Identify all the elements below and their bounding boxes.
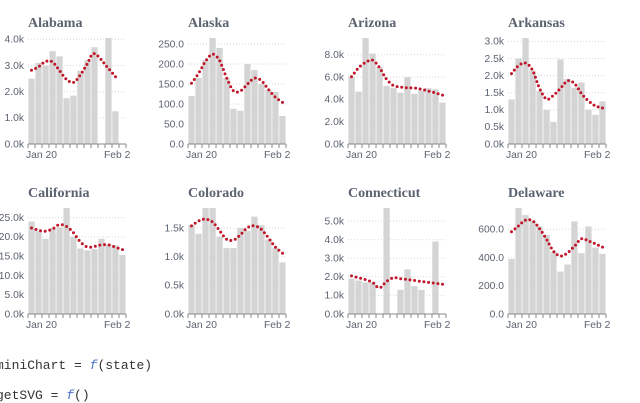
svg-text:150.0: 150.0 [158,79,184,90]
svg-text:0.0k: 0.0k [485,139,505,150]
svg-text:3.0k: 3.0k [5,61,25,72]
svg-text:50.0: 50.0 [164,119,184,130]
svg-text:10.0k: 10.0k [0,271,25,282]
svg-text:0.5k: 0.5k [485,122,505,133]
svg-text:1.0k: 1.0k [325,291,345,302]
svg-text:Jan 20: Jan 20 [346,150,377,161]
svg-text:0.0: 0.0 [490,309,505,320]
svg-text:5.0k: 5.0k [325,216,345,227]
svg-text:1.0k: 1.0k [5,113,25,124]
svg-text:Jan 20: Jan 20 [26,320,57,331]
svg-text:5.0k: 5.0k [5,290,25,301]
svg-text:200.0: 200.0 [478,281,504,292]
svg-text:3.0k: 3.0k [485,37,505,48]
svg-text:Jan 20: Jan 20 [346,320,377,331]
svg-text:2.0k: 2.0k [5,87,25,98]
svg-text:0.0k: 0.0k [5,139,25,150]
svg-text:8.0k: 8.0k [325,50,345,61]
svg-text:600.0: 600.0 [478,225,504,236]
svg-text:4.0k: 4.0k [5,35,25,46]
svg-text:Feb 2: Feb 2 [104,150,131,161]
svg-text:2.5k: 2.5k [485,54,505,65]
svg-text:100.0: 100.0 [158,99,184,110]
svg-text:Feb 2: Feb 2 [424,150,451,161]
svg-text:400.0: 400.0 [478,253,504,264]
svg-text:0.0k: 0.0k [5,309,25,320]
svg-text:0.0: 0.0 [170,139,185,150]
svg-text:1.5k: 1.5k [165,223,185,234]
svg-text:0.5k: 0.5k [165,281,185,292]
svg-text:Feb 2: Feb 2 [104,320,131,331]
svg-text:25.0k: 25.0k [0,213,25,224]
svg-text:Jan 20: Jan 20 [506,150,537,161]
svg-text:0.0k: 0.0k [165,309,185,320]
svg-text:Jan 20: Jan 20 [506,320,537,331]
svg-text:Jan 20: Jan 20 [26,150,57,161]
svg-text:1.5k: 1.5k [485,88,505,99]
svg-text:Feb 2: Feb 2 [584,320,611,331]
svg-text:1.0k: 1.0k [485,105,505,116]
svg-text:Jan 20: Jan 20 [186,320,217,331]
svg-text:0.0k: 0.0k [325,139,345,150]
svg-text:Feb 2: Feb 2 [264,150,291,161]
svg-text:3.0k: 3.0k [325,254,345,265]
svg-text:Feb 2: Feb 2 [264,320,291,331]
svg-text:Feb 2: Feb 2 [584,150,611,161]
svg-text:4.0k: 4.0k [325,95,345,106]
svg-text:15.0k: 15.0k [0,252,25,263]
svg-text:250.0: 250.0 [158,39,184,50]
svg-text:0.0k: 0.0k [325,309,345,320]
svg-text:1.0k: 1.0k [165,252,185,263]
svg-text:2.0k: 2.0k [325,117,345,128]
svg-text:2.0k: 2.0k [485,71,505,82]
svg-text:2.0k: 2.0k [325,272,345,283]
svg-text:Jan 20: Jan 20 [186,150,217,161]
svg-text:4.0k: 4.0k [325,235,345,246]
svg-text:200.0: 200.0 [158,59,184,70]
svg-text:6.0k: 6.0k [325,72,345,83]
svg-text:Feb 2: Feb 2 [424,320,451,331]
svg-text:20.0k: 20.0k [0,232,25,243]
